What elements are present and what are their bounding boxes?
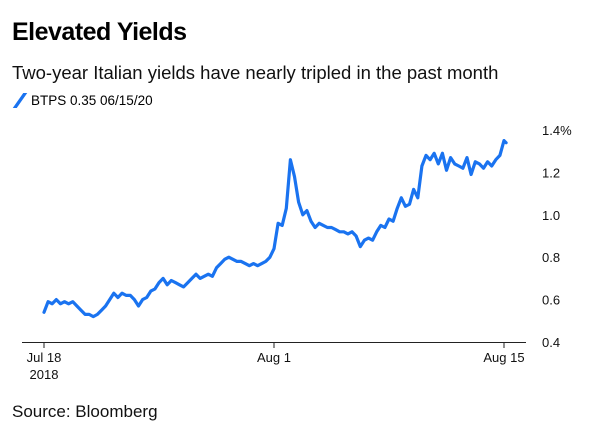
chart-subtitle: Two-year Italian yields have nearly trip… (12, 62, 499, 83)
x-tick-label-0: Jul 18 (27, 350, 62, 365)
y-tick-label-3: 0.8 (542, 250, 560, 265)
x-tick-label-2: Aug 15 (483, 350, 524, 365)
legend: BTPS 0.35 06/15/20 (12, 93, 153, 108)
y-tick-label-0: 1.4% (542, 123, 572, 138)
y-tick-label-5: 0.4 (542, 335, 560, 350)
legend-label: BTPS 0.35 06/15/20 (31, 93, 153, 108)
y-tick-label-2: 1.0 (542, 208, 560, 223)
x-tick-label-1: Aug 1 (257, 350, 291, 365)
source-note: Source: Bloomberg (12, 402, 158, 421)
y-tick-label-4: 0.6 (542, 293, 560, 308)
chart-title: Elevated Yields (12, 18, 187, 46)
series-line-0 (42, 139, 508, 319)
x-tick-sublabel-0: 2018 (30, 367, 59, 382)
y-tick-label-1: 1.2 (542, 165, 560, 180)
